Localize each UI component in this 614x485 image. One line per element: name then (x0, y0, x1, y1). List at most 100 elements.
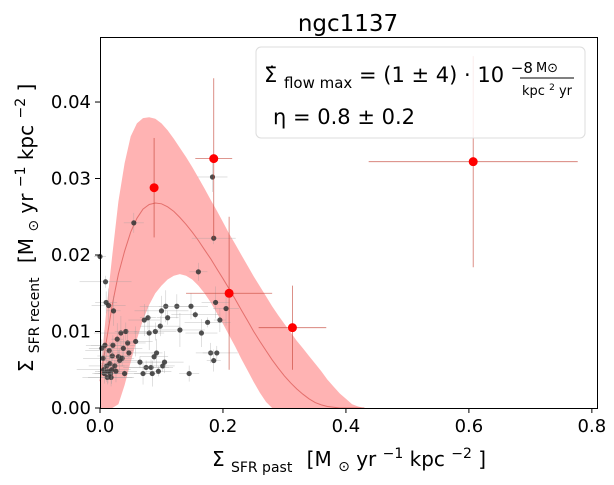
x-tick-label: 0.6 (455, 416, 484, 437)
pixel-marker (123, 328, 129, 335)
pixel-marker (165, 315, 171, 321)
binned-point (149, 137, 159, 238)
y-axis-ticks: 0.00 0.01 0.02 0.03 0.04 (51, 92, 100, 419)
binned-point (186, 216, 273, 370)
x-axis-ticks: 0.0 0.2 0.4 0.6 0.8 (86, 408, 606, 437)
pixel-point (91, 288, 126, 323)
pixel-point (195, 345, 238, 360)
pixel-point (213, 291, 240, 326)
annotation-flow-subscript: flow max (284, 74, 352, 92)
pixel-point (79, 275, 132, 288)
pixel-points-layer (76, 161, 240, 387)
pixel-marker (146, 330, 152, 336)
x-tick-label: 0.2 (209, 416, 238, 437)
annotation-unit-denominator-yr: yr (559, 84, 573, 99)
pixel-marker (209, 174, 216, 180)
pixel-marker (204, 319, 211, 325)
svg-text:Σ̇ flow max = (1: Σ̇ flow max = (1 ± 4) · 10 −8 (264, 59, 533, 93)
pixel-point (154, 312, 205, 347)
annotation-flow-equation: = (1 ± 4) · 10 (359, 63, 504, 87)
pixel-marker (118, 330, 124, 336)
binned-point (258, 285, 327, 370)
pixel-point (103, 347, 154, 358)
y-tick-label: 0.02 (51, 245, 91, 266)
pixel-marker (106, 348, 112, 354)
pixel-marker (133, 338, 139, 345)
pixel-marker (177, 327, 183, 333)
pixel-marker (161, 359, 168, 365)
annotation-box: Σ̇ flow max = (1 ± 4) · 10 −8 M⊙ kpc 2 y… (255, 46, 586, 139)
pixel-marker (151, 354, 157, 360)
y-tick-label: 0.03 (51, 169, 91, 190)
pixel-marker (152, 328, 158, 335)
annotation-flow-symbol: Σ̇ (264, 63, 277, 87)
y-tick-label: 0.00 (51, 398, 91, 419)
y-axis-label-units-kpc: kpc (14, 125, 38, 160)
x-tick-label: 0.8 (578, 416, 607, 437)
pixel-point (104, 335, 143, 362)
pixel-point (145, 351, 184, 374)
pixel-marker (148, 364, 154, 371)
chart-title: ngc1137 (298, 11, 398, 37)
pixel-marker (110, 308, 117, 314)
pixel-point (94, 360, 137, 383)
pixel-point (111, 323, 124, 356)
pixel-marker (198, 330, 205, 336)
pixel-marker (113, 368, 119, 374)
pixel-marker (211, 357, 217, 364)
x-axis-label: Σ SFR past [M ⊙ yr −1 kpc −2 ] (212, 439, 486, 477)
pixel-marker (107, 361, 113, 367)
pixel-point (213, 308, 226, 333)
pixel-point (145, 366, 172, 377)
pixel-marker (109, 353, 115, 359)
y-tick-label: 0.04 (51, 92, 91, 113)
x-axis-label-subscript: SFR past (231, 460, 293, 476)
x-axis-label-units-sun: ⊙ (338, 459, 350, 475)
pixel-marker (153, 350, 160, 356)
annotation-unit-denominator-exp: 2 (549, 83, 555, 93)
x-axis-label-units-yr: yr (356, 447, 377, 471)
binned-marker (149, 183, 159, 193)
pixel-point (185, 319, 218, 348)
binned-point (195, 78, 233, 239)
pixel-point (123, 212, 144, 233)
annotation-eta: η = 0.8 ± 0.2 (273, 105, 415, 129)
annotation-flow-exponent: −8 (511, 59, 533, 77)
x-axis-label-units-exp1: −1 (383, 446, 404, 462)
pixel-marker (106, 302, 112, 309)
pixel-marker (119, 355, 125, 361)
binned-marker (209, 154, 219, 164)
pixel-marker (192, 312, 198, 318)
x-axis-label-units-exp2: −2 (451, 446, 472, 462)
pixel-marker (223, 305, 229, 312)
pixel-marker (108, 374, 114, 381)
y-axis-label-units-yr: yr (14, 193, 38, 214)
pixel-marker (114, 336, 120, 342)
y-axis-label-units-close: ] (14, 84, 38, 92)
pixel-point (179, 365, 200, 382)
pixel-marker (110, 342, 116, 348)
x-axis-label-units-close: ] (478, 447, 486, 471)
pixel-marker (112, 363, 118, 369)
pixel-point (173, 293, 208, 320)
binned-points-layer (149, 56, 578, 370)
pixel-marker (188, 303, 194, 309)
x-axis-label-symbol: Σ (212, 447, 225, 471)
pixel-marker (121, 370, 128, 377)
plot-frame (100, 37, 598, 409)
pixel-point (145, 360, 160, 387)
pixel-marker (214, 350, 220, 356)
y-axis-label-subscript: SFR recent (27, 277, 43, 353)
pixel-marker (131, 220, 137, 226)
uncertainty-band-layer (100, 117, 371, 409)
pixel-point (171, 310, 220, 319)
pixel-marker (212, 299, 219, 306)
annotation-unit-denominator-kpc: kpc (522, 84, 545, 99)
pixel-point (114, 322, 137, 341)
pixel-marker (158, 308, 165, 314)
pixel-marker (217, 317, 223, 323)
pixel-point (134, 295, 189, 326)
pixel-marker (102, 279, 109, 285)
pixel-marker (186, 370, 192, 377)
binned-marker (468, 157, 478, 167)
